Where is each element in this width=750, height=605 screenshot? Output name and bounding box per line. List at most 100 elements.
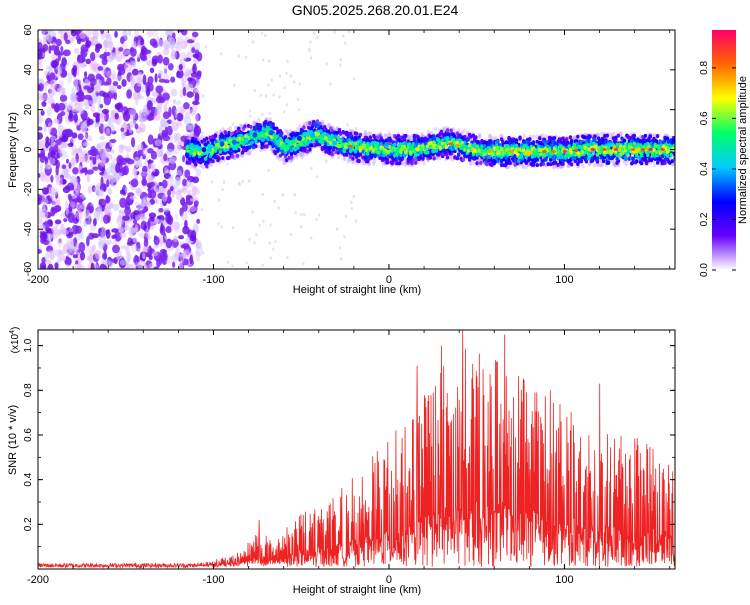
heatmap-cell xyxy=(146,147,154,154)
heatmap-cell xyxy=(395,161,399,166)
heatmap-cell xyxy=(129,195,136,200)
heatmap-cell xyxy=(79,31,86,40)
heatmap-cell xyxy=(47,96,55,105)
heatmap-cell xyxy=(95,73,102,81)
heatmap-cell xyxy=(309,56,313,60)
heatmap-cell xyxy=(228,125,232,131)
heatmap-cell xyxy=(518,136,522,141)
heatmap-cell xyxy=(211,159,215,164)
heatmap-cell xyxy=(503,137,507,142)
heatmap-cell xyxy=(170,76,176,83)
heatmap-cell xyxy=(124,122,128,132)
heatmap-cell xyxy=(217,198,221,202)
heatmap-cell xyxy=(109,52,117,60)
heatmap-cell xyxy=(335,127,339,132)
heatmap-cell xyxy=(166,125,173,136)
heatmap-cell xyxy=(289,74,293,78)
heatmap-cell xyxy=(200,142,204,148)
heatmap-cell xyxy=(345,214,348,218)
heatmap-cell xyxy=(75,260,79,265)
heatmap-cell xyxy=(325,159,328,163)
heatmap-cell xyxy=(182,178,188,187)
heatmap-cell xyxy=(72,65,78,73)
heatmap-cell xyxy=(158,181,163,187)
heatmap-cell xyxy=(114,30,118,38)
heatmap-cell xyxy=(124,220,128,232)
heatmap-cell xyxy=(599,163,603,168)
heatmap-cell xyxy=(134,30,140,38)
heatmap-cell xyxy=(87,218,91,226)
heatmap-cell xyxy=(235,153,240,158)
heatmap-cell xyxy=(55,45,60,51)
heatmap-cell xyxy=(644,161,649,166)
heatmap-cell xyxy=(668,160,672,165)
heatmap-cell xyxy=(130,178,139,188)
heatmap-cell xyxy=(173,235,179,243)
heatmap-cell xyxy=(90,104,95,113)
heatmap-cell xyxy=(616,133,621,138)
heatmap-cell xyxy=(140,55,148,62)
heatmap-cell xyxy=(115,51,123,63)
heatmap-cell xyxy=(327,122,331,128)
heatmap-cell xyxy=(110,110,115,116)
heatmap-cell xyxy=(67,212,75,223)
heatmap-cell xyxy=(96,142,103,150)
heatmap-cell xyxy=(264,34,267,38)
heatmap-cell xyxy=(143,223,147,230)
heatmap-cell xyxy=(176,100,182,105)
heatmap-cell xyxy=(308,147,312,152)
heatmap-cell xyxy=(340,257,343,261)
heatmap-cell xyxy=(185,160,189,165)
heatmap-cell xyxy=(150,216,155,222)
heatmap-cell xyxy=(337,154,341,160)
heatmap-cell xyxy=(186,91,194,98)
heatmap-cell xyxy=(372,158,377,164)
heatmap-cell xyxy=(286,59,289,64)
heatmap-cell xyxy=(140,37,145,46)
heatmap-cell xyxy=(244,55,248,59)
heatmap-cell xyxy=(62,243,71,254)
heatmap-cell xyxy=(299,152,303,158)
heatmap-cell xyxy=(352,77,356,81)
heatmap-cell xyxy=(83,94,92,100)
heatmap-cell xyxy=(182,225,190,235)
heatmap-cell xyxy=(115,162,121,174)
heatmap-cell xyxy=(553,160,558,165)
heatmap-cell xyxy=(79,251,86,261)
heatmap-cell xyxy=(151,164,156,173)
heatmap-cell xyxy=(106,179,110,188)
heatmap-cell xyxy=(264,94,268,98)
heatmap-cell xyxy=(185,134,189,139)
heatmap-cell xyxy=(98,235,107,243)
heatmap-cell xyxy=(153,244,160,249)
heatmap-cell xyxy=(220,52,223,56)
heatmap-cell xyxy=(78,242,86,253)
heatmap-cell xyxy=(296,127,300,132)
heatmap-cell xyxy=(298,124,302,129)
heatmap-cell xyxy=(468,161,472,166)
heatmap-cell xyxy=(257,117,261,123)
heatmap-cell xyxy=(217,156,221,161)
heatmap-cell xyxy=(152,30,158,38)
heatmap-cell xyxy=(151,58,158,67)
heatmap-cell xyxy=(87,100,95,105)
heatmap-cell xyxy=(632,133,636,138)
heatmap-cell xyxy=(111,228,119,233)
heatmap-cell xyxy=(635,159,639,164)
heatmap-cell xyxy=(310,166,313,170)
heatmap-cell xyxy=(122,215,130,221)
heatmap-cell xyxy=(293,193,296,197)
heatmap-cell xyxy=(38,140,42,152)
heatmap-cell xyxy=(194,162,198,167)
heatmap-cell xyxy=(99,104,104,109)
heatmap-cell xyxy=(77,54,85,64)
heatmap-cell xyxy=(157,70,164,77)
heatmap-cell xyxy=(160,222,164,233)
heatmap-cell xyxy=(399,135,403,140)
heatmap-cell xyxy=(368,135,372,140)
heatmap-cell xyxy=(121,78,127,87)
heatmap-cell xyxy=(542,137,547,142)
heatmap-cell xyxy=(350,200,353,204)
heatmap-cell xyxy=(276,155,280,160)
heatmap-cell xyxy=(138,123,146,133)
